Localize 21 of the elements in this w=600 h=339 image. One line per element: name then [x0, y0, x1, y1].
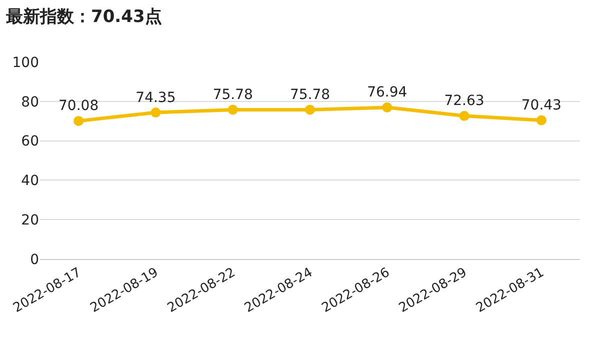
- point: [228, 104, 238, 115]
- y-tick-label: 0: [30, 252, 39, 268]
- chart-title: 最新指数：70.43点: [5, 7, 162, 28]
- y-tick-label: 40: [21, 173, 39, 190]
- y-tick-label: 100: [12, 54, 39, 71]
- data-label: 76.94: [367, 84, 408, 101]
- point: [74, 116, 84, 126]
- data-label: 70.43: [521, 98, 562, 114]
- y-tick-label: 80: [21, 94, 39, 110]
- point: [382, 102, 392, 112]
- point: [150, 108, 161, 118]
- point: [459, 110, 470, 121]
- data-label: 75.78: [212, 86, 253, 103]
- y-tick-label: 20: [21, 212, 39, 228]
- data-label: 75.78: [290, 86, 330, 103]
- y-tick-label: 60: [21, 134, 39, 150]
- point: [305, 104, 315, 115]
- data-label: 72.63: [444, 93, 484, 110]
- data-label: 70.08: [58, 98, 99, 114]
- point: [536, 115, 546, 126]
- data-label: 74.35: [136, 90, 176, 106]
